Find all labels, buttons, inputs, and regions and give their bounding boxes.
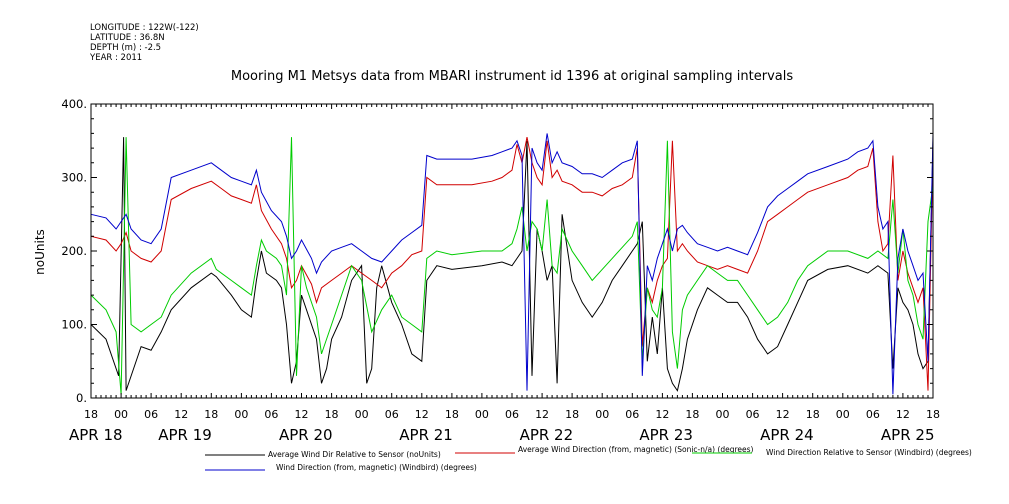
x-hour-tick-label: 00 bbox=[234, 408, 248, 421]
x-hour-tick-label: 06 bbox=[385, 408, 399, 421]
x-hour-tick-label: 18 bbox=[325, 408, 339, 421]
meta-latitude: LATITUDE : 36.8N bbox=[90, 33, 165, 43]
x-hour-tick-label: 18 bbox=[565, 408, 579, 421]
x-date-label: APR 23 bbox=[639, 426, 693, 444]
legend: Average Wind Dir Relative to Sensor (noU… bbox=[205, 445, 972, 472]
y-tick-label: 200. bbox=[61, 244, 87, 258]
x-hour-tick-label: 06 bbox=[866, 408, 880, 421]
y-tick-label: 300. bbox=[61, 171, 87, 185]
x-hour-tick-label: 00 bbox=[716, 408, 730, 421]
y-tick-label: 100. bbox=[61, 318, 87, 332]
chart-title: Mooring M1 Metsys data from MBARI instru… bbox=[231, 69, 793, 84]
legend-label-1: Average Wind Dir Relative to Sensor (noU… bbox=[268, 450, 441, 459]
x-hour-tick-label: 12 bbox=[776, 408, 790, 421]
x-date-label: APR 18 bbox=[69, 426, 123, 444]
x-hour-tick-label: 00 bbox=[114, 408, 128, 421]
x-hour-tick-label: 12 bbox=[174, 408, 188, 421]
x-hour-tick-label: 06 bbox=[264, 408, 278, 421]
x-hour-tick-label: 06 bbox=[144, 408, 158, 421]
x-hour-tick-label: 06 bbox=[746, 408, 760, 421]
y-axis-label: noUnits bbox=[33, 229, 47, 275]
x-hour-tick-label: 18 bbox=[204, 408, 218, 421]
x-hour-tick-label: 12 bbox=[535, 408, 549, 421]
legend-label-4: Wind Direction (from, magnetic) (Windbir… bbox=[276, 463, 477, 472]
series-line-3 bbox=[90, 137, 934, 395]
y-tick-label: 0. bbox=[76, 391, 87, 405]
series-layer bbox=[90, 133, 934, 395]
meta-depth: DEPTH (m) : -2.5 bbox=[90, 43, 161, 53]
legend-label-2: Average Wind Direction (from, magnetic) … bbox=[518, 445, 754, 454]
x-hour-tick-label: 06 bbox=[625, 408, 639, 421]
x-hour-tick-label: 18 bbox=[84, 408, 98, 421]
axes-layer bbox=[90, 103, 934, 399]
y-tick-label: 400. bbox=[61, 97, 87, 111]
x-hour-tick-label: 18 bbox=[685, 408, 699, 421]
x-date-label: APR 24 bbox=[760, 426, 814, 444]
x-hour-tick-label: 12 bbox=[896, 408, 910, 421]
x-date-label: APR 21 bbox=[399, 426, 453, 444]
series-line-4 bbox=[90, 133, 934, 395]
x-hour-tick-label: 18 bbox=[806, 408, 820, 421]
x-hour-tick-label: 00 bbox=[475, 408, 489, 421]
x-date-label: APR 20 bbox=[279, 426, 333, 444]
x-hour-tick-label: 12 bbox=[655, 408, 669, 421]
x-hour-tick-label: 00 bbox=[595, 408, 609, 421]
x-date-label: APR 25 bbox=[881, 426, 935, 444]
meta-longitude: LONGITUDE : 122W(-122) bbox=[90, 23, 199, 33]
x-hour-tick-label: 00 bbox=[836, 408, 850, 421]
series-line-2 bbox=[90, 137, 934, 391]
x-hour-tick-label: 18 bbox=[926, 408, 940, 421]
x-hour-tick-label: 12 bbox=[295, 408, 309, 421]
x-hour-tick-label: 12 bbox=[415, 408, 429, 421]
x-date-label: APR 19 bbox=[158, 426, 212, 444]
x-hour-tick-label: 00 bbox=[355, 408, 369, 421]
x-hour-tick-label: 18 bbox=[445, 408, 459, 421]
x-hour-tick-label: 06 bbox=[505, 408, 519, 421]
axis-minor-ticks bbox=[90, 103, 934, 399]
meta-year: YEAR : 2011 bbox=[89, 53, 142, 63]
tick-layer: 0. 100. 200. 300. 400. 18 00 06 12 18 00 06 12 18 00 06… bbox=[61, 97, 940, 444]
legend-label-3: Wind Direction Relative to Sensor (Windb… bbox=[766, 448, 972, 457]
series-line-1 bbox=[90, 137, 934, 392]
metadata-block: LONGITUDE : 122W(-122) LATITUDE : 36.8N … bbox=[89, 23, 199, 63]
x-date-label: APR 22 bbox=[520, 426, 574, 444]
